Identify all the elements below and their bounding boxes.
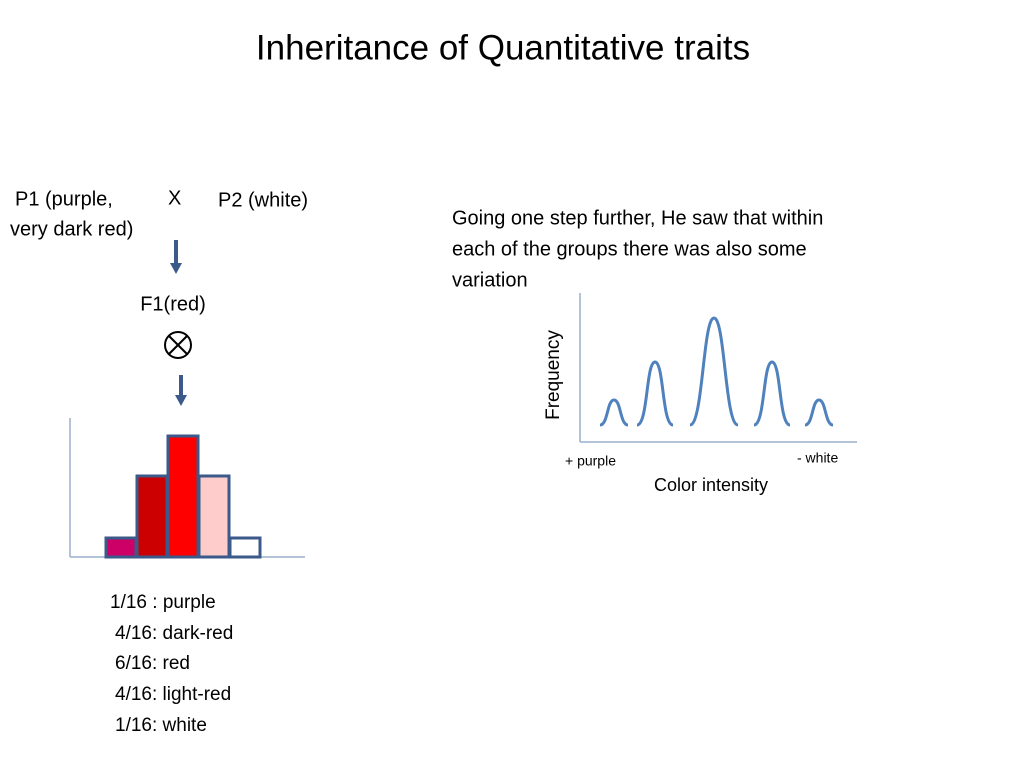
curve xyxy=(599,398,629,427)
note-line: variation xyxy=(452,269,528,291)
ratio-line: 4/16: dark-red xyxy=(115,623,233,644)
ratio-line: 4/16: light-red xyxy=(115,684,231,705)
p1-label: P1 (purple, xyxy=(15,188,113,210)
curve xyxy=(804,398,834,427)
ratio-line: 1/16 : purple xyxy=(110,592,216,613)
ratio-line: 1/16: white xyxy=(115,715,207,736)
p2-label: P2 (white) xyxy=(218,189,308,211)
arrow xyxy=(170,240,182,274)
bar xyxy=(197,474,231,559)
p1-label-line2: very dark red) xyxy=(10,218,133,240)
histogram xyxy=(69,418,305,559)
bar xyxy=(135,474,169,559)
note-line: Going one step further, He saw that with… xyxy=(452,207,823,229)
left-label: + purple xyxy=(565,453,616,469)
f1-label: F1(red) xyxy=(140,293,206,315)
curve xyxy=(636,360,674,427)
distribution-graph: Frequency + purple - white Color intensi… xyxy=(543,293,857,495)
note-line: each of the groups there was also some xyxy=(452,238,807,260)
right-label: - white xyxy=(797,450,838,466)
bar xyxy=(104,536,138,559)
selfing-symbol xyxy=(164,331,192,359)
curve xyxy=(753,360,791,427)
ratio-line: 6/16: red xyxy=(115,653,190,674)
slide-title: Inheritance of Quantitative traits xyxy=(256,28,750,67)
x-axis-label: Color intensity xyxy=(654,475,768,495)
arrow xyxy=(175,375,187,406)
y-axis-label: Frequency xyxy=(543,330,564,420)
bar xyxy=(228,536,262,559)
bar xyxy=(166,434,200,559)
cross-sign: X xyxy=(168,187,181,209)
curve xyxy=(689,316,739,427)
